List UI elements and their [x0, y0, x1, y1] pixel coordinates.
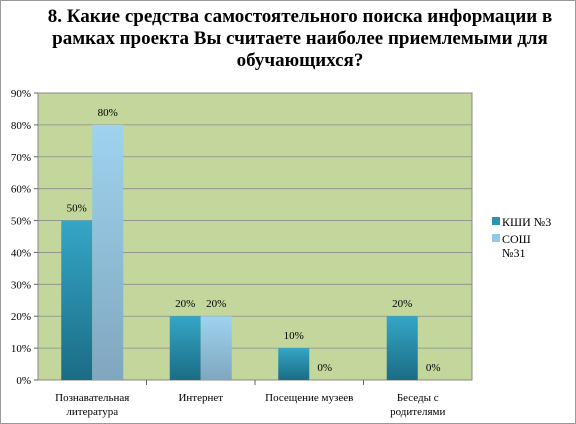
bar [92, 124, 124, 380]
data-label: 20% [175, 298, 195, 310]
x-category-label: родителями [390, 406, 445, 418]
x-category-label: Интернет [178, 392, 223, 404]
y-tick-label: 40% [11, 247, 31, 259]
data-label: 50% [67, 203, 87, 215]
legend-swatch [492, 217, 500, 225]
y-tick-label: 20% [11, 311, 31, 323]
bar [386, 316, 418, 380]
data-label: 20% [392, 298, 412, 310]
data-label: 80% [98, 107, 118, 119]
y-tick-label: 0% [16, 375, 31, 387]
legend-label: КШИ №3 [502, 215, 551, 229]
y-tick-label: 50% [11, 216, 31, 228]
data-label: 20% [206, 298, 226, 310]
bar [61, 220, 93, 380]
bar [169, 316, 201, 380]
x-category-label: Посещение музеев [265, 392, 353, 404]
bar [278, 348, 310, 380]
legend-label: СОШ [502, 232, 531, 246]
x-axis: Познавательная литература Интернет Посещени… [55, 380, 445, 418]
data-label: 0% [426, 362, 441, 374]
y-tick-label: 80% [11, 120, 31, 132]
data-label: 10% [284, 330, 304, 342]
y-tick-label: 70% [11, 152, 31, 164]
bar [200, 316, 232, 380]
legend-swatch [492, 234, 500, 242]
y-tick-label: 60% [11, 184, 31, 196]
x-category-label: Познавательная [55, 392, 129, 404]
chart-title: 8. Какие средства самостоятельного поиск… [47, 6, 553, 71]
data-label: 0% [317, 362, 332, 374]
legend-label: №31 [502, 246, 525, 260]
y-tick-label: 30% [11, 279, 31, 291]
y-tick-label: 90% [11, 88, 31, 100]
y-axis: 0% 10% 20% 30% 40% 50% 60% 70% 80% 90% [11, 88, 38, 387]
y-tick-label: 10% [11, 343, 31, 355]
bars [61, 124, 418, 380]
data-labels: 50% 80% 20% 20% 10% 0% 20% 0% [67, 107, 441, 374]
x-category-label: Беседы с [397, 392, 439, 404]
x-category-label: литература [66, 406, 118, 418]
